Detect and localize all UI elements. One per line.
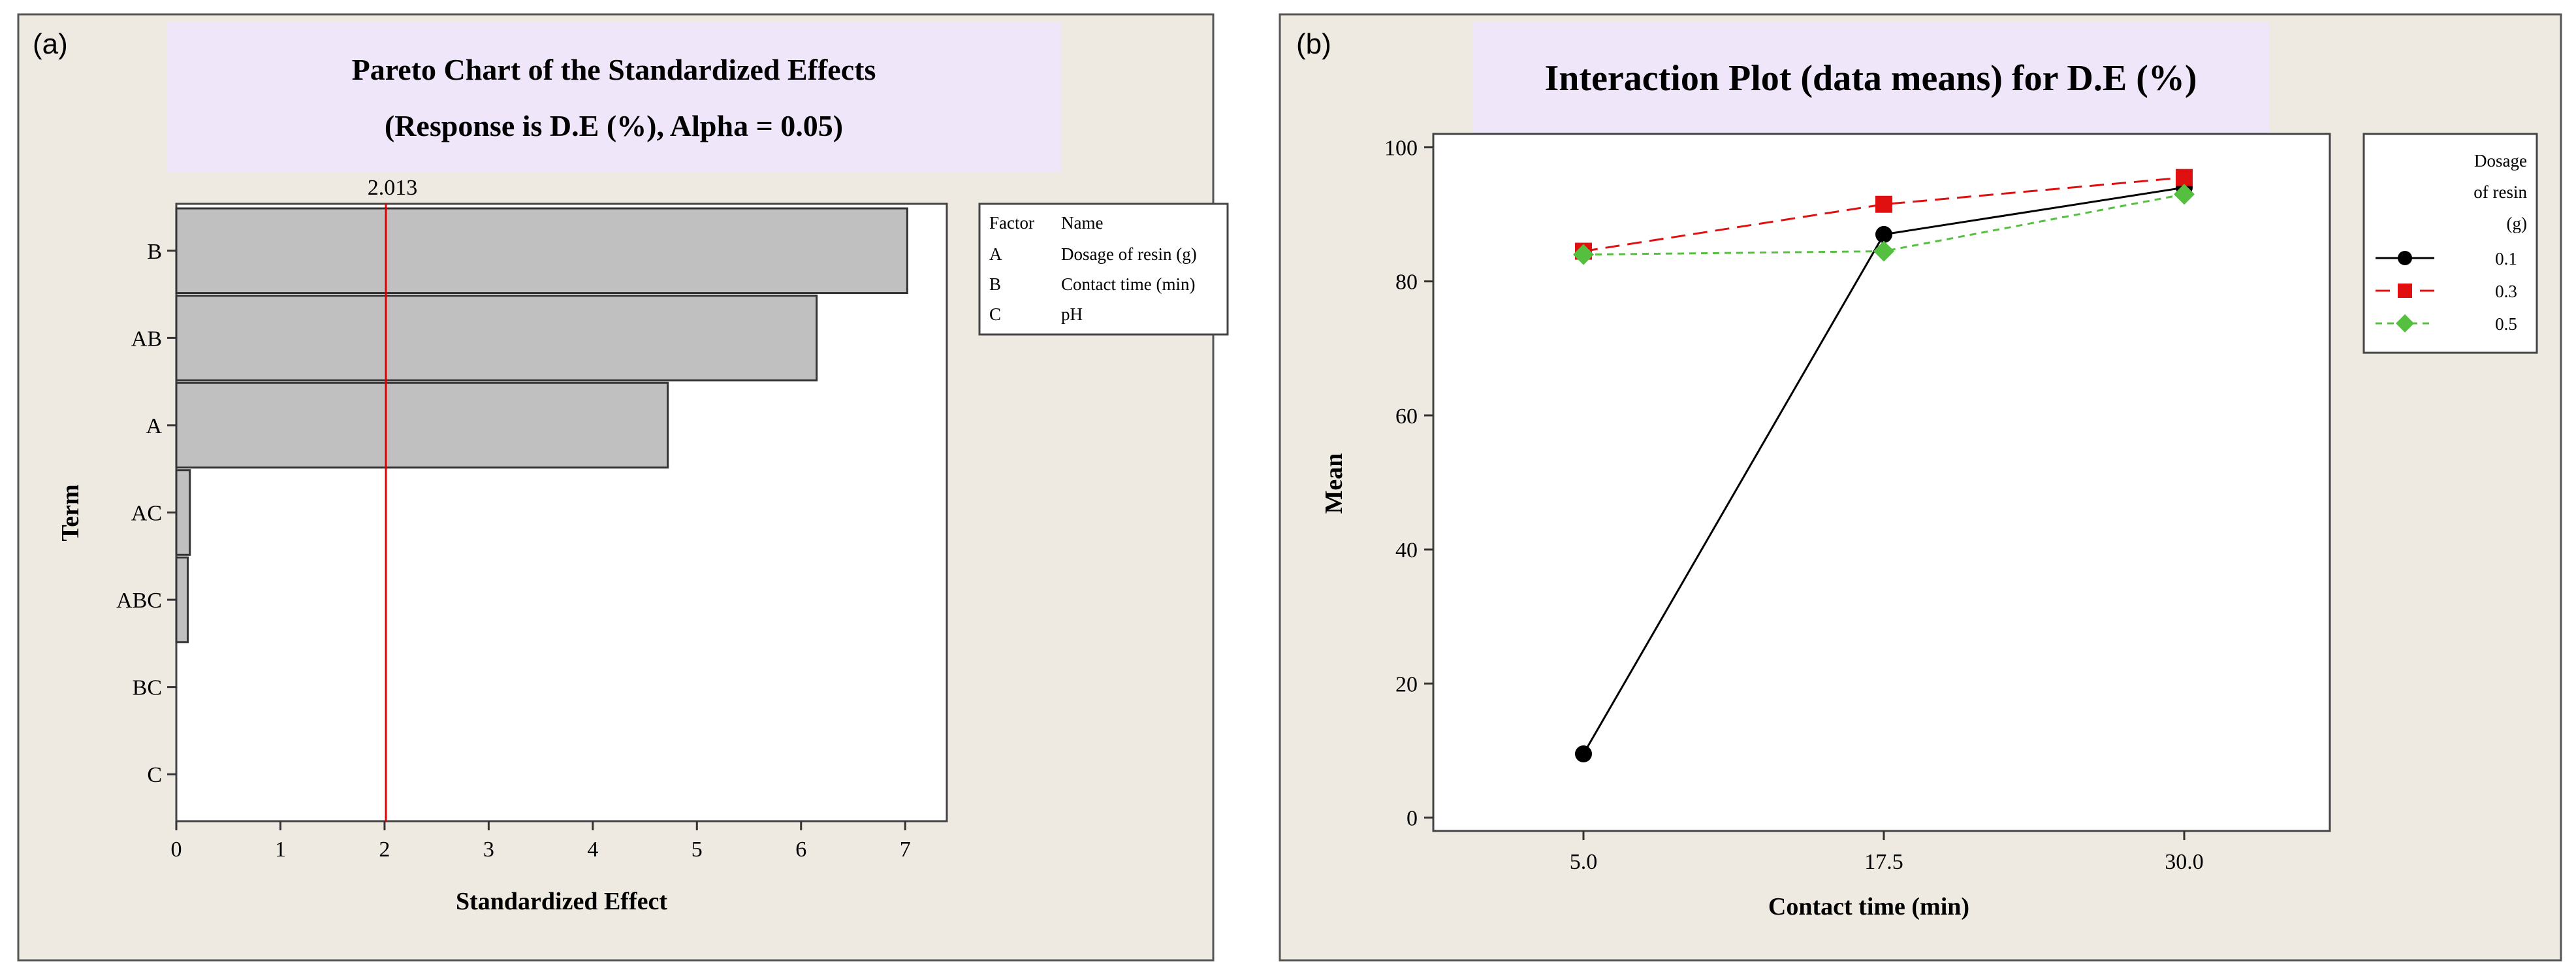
pareto-legend-header-factor: Factor <box>989 213 1034 233</box>
pareto-x-tick-label: 3 <box>483 838 494 862</box>
interaction-y-tick-label: 100 <box>1384 137 1418 161</box>
interaction-x-tick-label: 30.0 <box>2165 850 2204 874</box>
pareto-bar-abc <box>175 556 189 643</box>
interaction-legend-label-0.1: 0.1 <box>2495 249 2517 268</box>
pareto-bar-ac <box>175 469 191 556</box>
pareto-y-tick-label-ab: AB <box>131 327 162 351</box>
pareto-y-tick-label-bc: BC <box>133 676 162 700</box>
interaction-legend: Dosage of resin (g) 0.1 0.3 0.5 <box>2362 133 2538 354</box>
pareto-bar-a <box>175 382 669 469</box>
pareto-y-tick-label-b: B <box>147 240 162 264</box>
interaction-legend-title-1: Dosage <box>2474 151 2527 171</box>
interaction-x-axis-title: Contact time (min) <box>1768 893 1969 920</box>
interaction-legend-label-0.5: 0.5 <box>2495 314 2517 334</box>
interaction-series-line-0.3 <box>1583 176 2185 253</box>
pareto-legend-box <box>978 203 1229 336</box>
interaction-point-0.3-30.0 <box>2176 169 2193 186</box>
pareto-legend-name-b: Contact time (min) <box>1061 274 1195 294</box>
pareto-x-tick-label: 4 <box>587 838 598 862</box>
pareto-legend: Factor Name A Dosage of resin (g) B Cont… <box>978 203 1229 336</box>
interaction-legend-label-0.3: 0.3 <box>2495 282 2517 301</box>
interaction-legend-title-2: of resin <box>2473 182 2527 202</box>
pareto-x-tick-label: 2 <box>379 838 390 862</box>
interaction-legend-title-3: (g) <box>2507 214 2527 233</box>
pareto-legend-header-name: Name <box>1061 213 1103 233</box>
pareto-x-tick-label: 6 <box>795 838 806 862</box>
panel-a: (a) Pareto Chart of the Standardized Eff… <box>17 13 1229 962</box>
pareto-y-tick-label-c: C <box>147 763 162 787</box>
pareto-x-tick-label: 1 <box>275 838 286 862</box>
pareto-x-tick-label: 0 <box>171 838 182 862</box>
pareto-subtitle: (Response is D.E (%), Alpha = 0.05) <box>385 109 843 142</box>
interaction-point-0.1-17.5 <box>1875 225 1892 243</box>
pareto-legend-factor-b: B <box>989 274 1001 294</box>
pareto-title: Pareto Chart of the Standardized Effects <box>352 53 876 86</box>
interaction-legend-marker-0.5 <box>2396 314 2414 333</box>
pareto-x-axis-title: Standardized Effect <box>456 888 667 915</box>
interaction-y-tick-label: 0 <box>1407 806 1418 830</box>
panel-b: (b) Interaction Plot (data means) for D.… <box>1279 13 2562 962</box>
interaction-point-0.5-17.5 <box>1873 240 1894 262</box>
interaction-legend-box <box>2362 133 2538 354</box>
interaction-y-axis-title: Mean <box>1320 453 1348 514</box>
interaction-point-0.1-5.0 <box>1575 745 1592 763</box>
interaction-legend-marker-0.1 <box>2398 251 2412 265</box>
pareto-x-tick-label: 5 <box>692 838 703 862</box>
interaction-y-tick-label: 20 <box>1395 672 1418 696</box>
interaction-point-0.5-5.0 <box>1573 244 1594 265</box>
pareto-y-tick-label-a: A <box>146 414 162 438</box>
pareto-bar-b <box>175 207 908 295</box>
interaction-point-0.5-30.0 <box>2174 184 2195 205</box>
panel-a-label: (a) <box>33 28 68 60</box>
pareto-y-tick-label-ac: AC <box>131 502 162 526</box>
interaction-y-tick-label: 80 <box>1395 270 1418 295</box>
pareto-x-tick-label: 7 <box>900 838 911 862</box>
interaction-y-tick-label: 40 <box>1395 538 1418 562</box>
interaction-title-box <box>1472 22 2269 133</box>
interaction-y-tick-label: 60 <box>1395 404 1418 429</box>
pareto-y-tick-label-abc: ABC <box>116 589 162 613</box>
interaction-series-line-0.5 <box>1583 193 2185 256</box>
panel-b-label: (b) <box>1296 28 1331 60</box>
interaction-title: Interaction Plot (data means) for D.E (%… <box>1544 58 2197 99</box>
pareto-reference-label: 2.013 <box>368 176 418 200</box>
pareto-legend-factor-a: A <box>989 244 1002 264</box>
interaction-x-tick-label: 17.5 <box>1864 850 1903 874</box>
interaction-x-tick-label: 5.0 <box>1570 850 1598 874</box>
pareto-title-box <box>167 22 1061 172</box>
interaction-point-0.3-17.5 <box>1875 195 1892 213</box>
pareto-bar-ab <box>175 295 818 382</box>
pareto-legend-name-a: Dosage of resin (g) <box>1061 244 1197 264</box>
pareto-legend-name-c: pH <box>1061 304 1083 324</box>
pareto-legend-factor-c: C <box>989 304 1001 324</box>
interaction-legend-marker-0.3 <box>2398 284 2412 298</box>
pareto-y-axis-title: Term <box>57 484 84 541</box>
